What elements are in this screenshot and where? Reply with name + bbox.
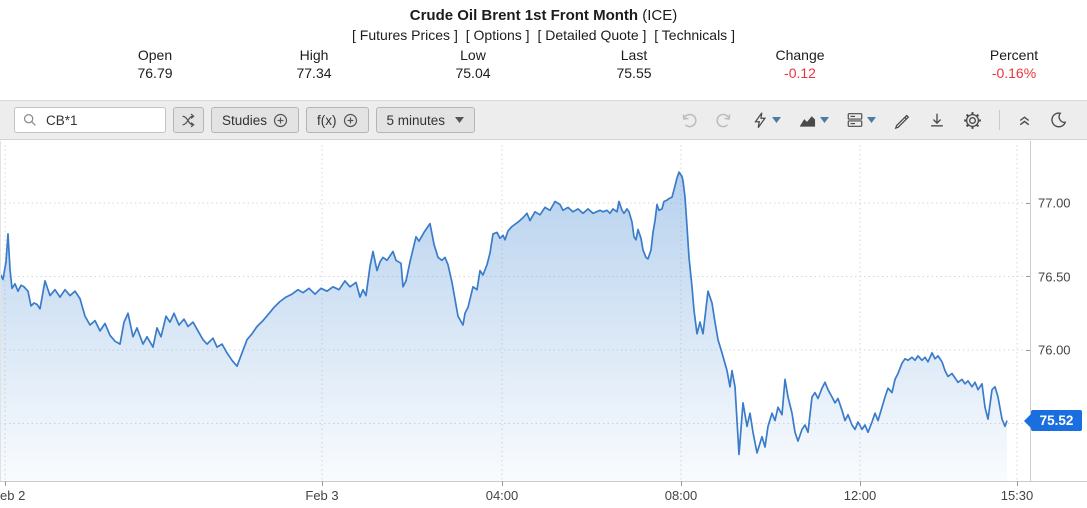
pencil-icon xyxy=(894,114,910,129)
draw-button[interactable] xyxy=(893,111,911,129)
compare-button[interactable] xyxy=(173,107,204,133)
quote-links: [ Futures Prices ] [ Options ] [ Detaile… xyxy=(0,27,1087,43)
x-axis-label: eb 2 xyxy=(0,488,26,503)
undo-button[interactable] xyxy=(679,111,698,130)
x-axis-tick xyxy=(5,481,6,486)
redo-icon xyxy=(716,113,731,127)
instrument-exchange: (ICE) xyxy=(642,7,678,24)
compare-icon xyxy=(182,113,195,127)
instrument-title: Crude Oil Brent 1st Front Month xyxy=(409,7,639,24)
link-detailed-quote[interactable]: [ Detailed Quote ] xyxy=(537,27,647,43)
x-axis-label: 15:30 xyxy=(1000,488,1034,503)
collapse-toolbar-button[interactable] xyxy=(1017,113,1032,128)
last-value: 75.55 xyxy=(616,65,652,81)
x-axis-tick xyxy=(1017,481,1018,486)
last-price-tag-value: 75.52 xyxy=(1039,413,1074,429)
panels-dropdown-button[interactable] xyxy=(846,111,876,129)
panels-icon xyxy=(847,113,863,127)
link-options[interactable]: [ Options ] xyxy=(465,27,530,43)
studies-button[interactable]: Studies xyxy=(211,107,300,133)
high-label: High xyxy=(299,47,329,63)
x-axis-label: Feb 3 xyxy=(305,488,339,503)
interval-label: 5 minutes xyxy=(386,112,446,128)
caret-down-icon xyxy=(820,117,829,123)
x-axis-label: 12:00 xyxy=(843,488,877,503)
stat-percent: Percent -0.16% xyxy=(990,47,1038,82)
x-axis-label: 08:00 xyxy=(664,488,698,503)
stat-low: Low 75.04 xyxy=(455,47,490,82)
studies-label: Studies xyxy=(222,112,268,128)
price-line xyxy=(0,171,1008,456)
last-label: Last xyxy=(620,47,648,63)
percent-value: -0.16% xyxy=(991,65,1037,81)
chart-toolbar: Studies f(x) 5 minutes xyxy=(0,100,1087,140)
download-button[interactable] xyxy=(928,111,946,129)
caret-down-icon xyxy=(772,117,781,123)
symbol-search-box[interactable] xyxy=(14,107,166,133)
y-axis-tick xyxy=(1026,349,1030,351)
chart-area: 77.00 76.50 76.00 eb 2 Feb 3 04:00 08:00 12:00… xyxy=(0,141,1087,508)
plot-left-edge xyxy=(0,141,1,481)
fx-label: f(x) xyxy=(317,112,337,128)
x-axis-tick xyxy=(860,481,861,486)
y-axis-label: 76.50 xyxy=(1038,269,1071,284)
chart-type-dropdown-button[interactable] xyxy=(798,112,829,129)
double-chevron-up-icon xyxy=(1019,115,1030,125)
change-value: -0.12 xyxy=(784,65,816,81)
toolbar-divider xyxy=(999,110,1000,130)
undo-icon xyxy=(682,113,697,127)
x-axis-line xyxy=(0,481,1087,482)
stat-open: Open 76.79 xyxy=(137,47,172,82)
plus-circle-icon xyxy=(273,113,288,127)
redo-button[interactable] xyxy=(715,111,734,130)
low-label: Low xyxy=(460,47,486,63)
link-futures-prices[interactable]: [ Futures Prices ] xyxy=(352,27,458,43)
y-axis-label: 76.00 xyxy=(1038,342,1071,358)
settings-button[interactable] xyxy=(963,111,982,130)
y-axis-tick xyxy=(1026,276,1030,277)
symbol-input[interactable] xyxy=(44,111,158,129)
y-axis-tick xyxy=(1026,202,1030,204)
dark-mode-toggle-button[interactable] xyxy=(1049,111,1067,129)
plus-circle-icon xyxy=(343,113,357,127)
low-value: 75.04 xyxy=(455,65,491,81)
price-plot[interactable] xyxy=(0,145,1030,481)
open-label: Open xyxy=(137,47,173,63)
fx-button[interactable]: f(x) xyxy=(306,107,369,133)
x-axis-label: 04:00 xyxy=(485,488,519,503)
stat-change: Change -0.12 xyxy=(775,47,824,82)
stat-last: Last 75.55 xyxy=(616,47,651,82)
stat-high: High 77.34 xyxy=(296,47,331,82)
high-value: 77.34 xyxy=(296,65,332,81)
link-technicals[interactable]: [ Technicals ] xyxy=(654,27,735,43)
instrument-header: Crude Oil Brent 1st Front Month (ICE) xyxy=(0,7,1087,24)
search-icon xyxy=(23,113,36,126)
x-axis-tick xyxy=(681,481,682,486)
area-chart-icon xyxy=(799,115,816,127)
download-icon xyxy=(931,113,943,127)
gear-icon xyxy=(964,111,981,129)
percent-label: Percent xyxy=(989,47,1039,63)
last-price-tag: 75.52 xyxy=(1031,410,1082,432)
caret-down-icon xyxy=(455,117,465,123)
caret-down-icon xyxy=(867,117,876,123)
y-axis-label: 77.00 xyxy=(1038,195,1071,211)
price-area-fill xyxy=(0,172,1007,481)
events-dropdown-button[interactable] xyxy=(751,111,781,129)
y-axis-line xyxy=(1030,141,1031,481)
change-label: Change xyxy=(775,47,825,63)
x-axis-tick xyxy=(322,481,323,486)
moon-icon xyxy=(1051,112,1067,128)
lightning-icon xyxy=(754,112,767,129)
open-value: 76.79 xyxy=(137,65,173,81)
interval-dropdown[interactable]: 5 minutes xyxy=(375,107,476,133)
x-axis-tick xyxy=(502,481,503,486)
